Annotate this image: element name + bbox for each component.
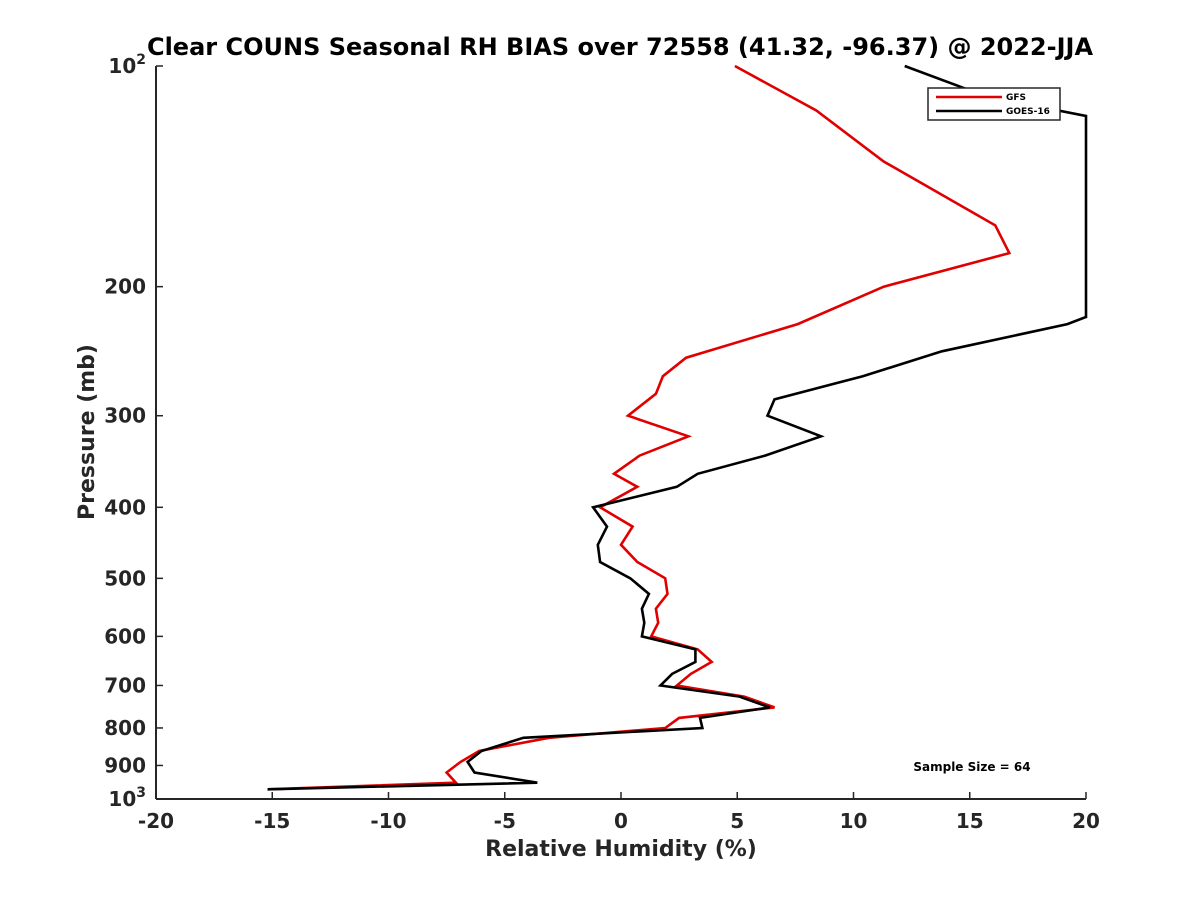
series-layer: [267, 64, 1088, 791]
series-line-gfs: [267, 64, 1012, 791]
x-tick-label: -10: [370, 809, 406, 833]
series-line-goes-16: [267, 64, 1088, 791]
y-tick-label: 103: [108, 785, 146, 811]
y-tick-label: 200: [104, 275, 146, 299]
sample-size-annotation: Sample Size = 64: [913, 760, 1030, 774]
y-tick-label: 800: [104, 716, 146, 740]
y-tick-label: 600: [104, 624, 146, 648]
y-tick-label: 900: [104, 753, 146, 777]
y-tick-label: 700: [104, 673, 146, 697]
chart-title: Clear COUNS Seasonal RH BIAS over 72558 …: [147, 33, 1093, 61]
x-tick-label: -5: [494, 809, 516, 833]
x-axis-label: Relative Humidity (%): [485, 837, 757, 862]
legend-box: [927, 87, 1061, 121]
y-tick-label: 300: [104, 404, 146, 428]
legend-label-gfs: GFS: [1006, 93, 1026, 103]
legend: GFS GOES-16: [927, 87, 1061, 121]
x-tick-label: 15: [956, 809, 984, 833]
y-axis-label: Pressure (mb): [75, 344, 100, 520]
legend-label-goes-16: GOES-16: [1006, 107, 1050, 117]
x-tick-label: 0: [614, 809, 628, 833]
y-tick-label: 400: [104, 495, 146, 519]
x-tick-label: 10: [840, 809, 868, 833]
y-tick-label: 500: [104, 566, 146, 590]
plot-area: [155, 66, 1086, 800]
x-tick-label: 20: [1072, 809, 1100, 833]
x-tick-label: 5: [730, 809, 744, 833]
y-tick-label: 102: [108, 52, 146, 78]
x-tick-label: -15: [254, 809, 290, 833]
x-axis-ticks: -20 -15 -10 -5 0 5 10 15 20: [138, 792, 1100, 833]
y-axis-ticks: 102 200 300 400 500 600 700 800 900 103: [104, 52, 163, 811]
x-tick-label: -20: [138, 809, 174, 833]
